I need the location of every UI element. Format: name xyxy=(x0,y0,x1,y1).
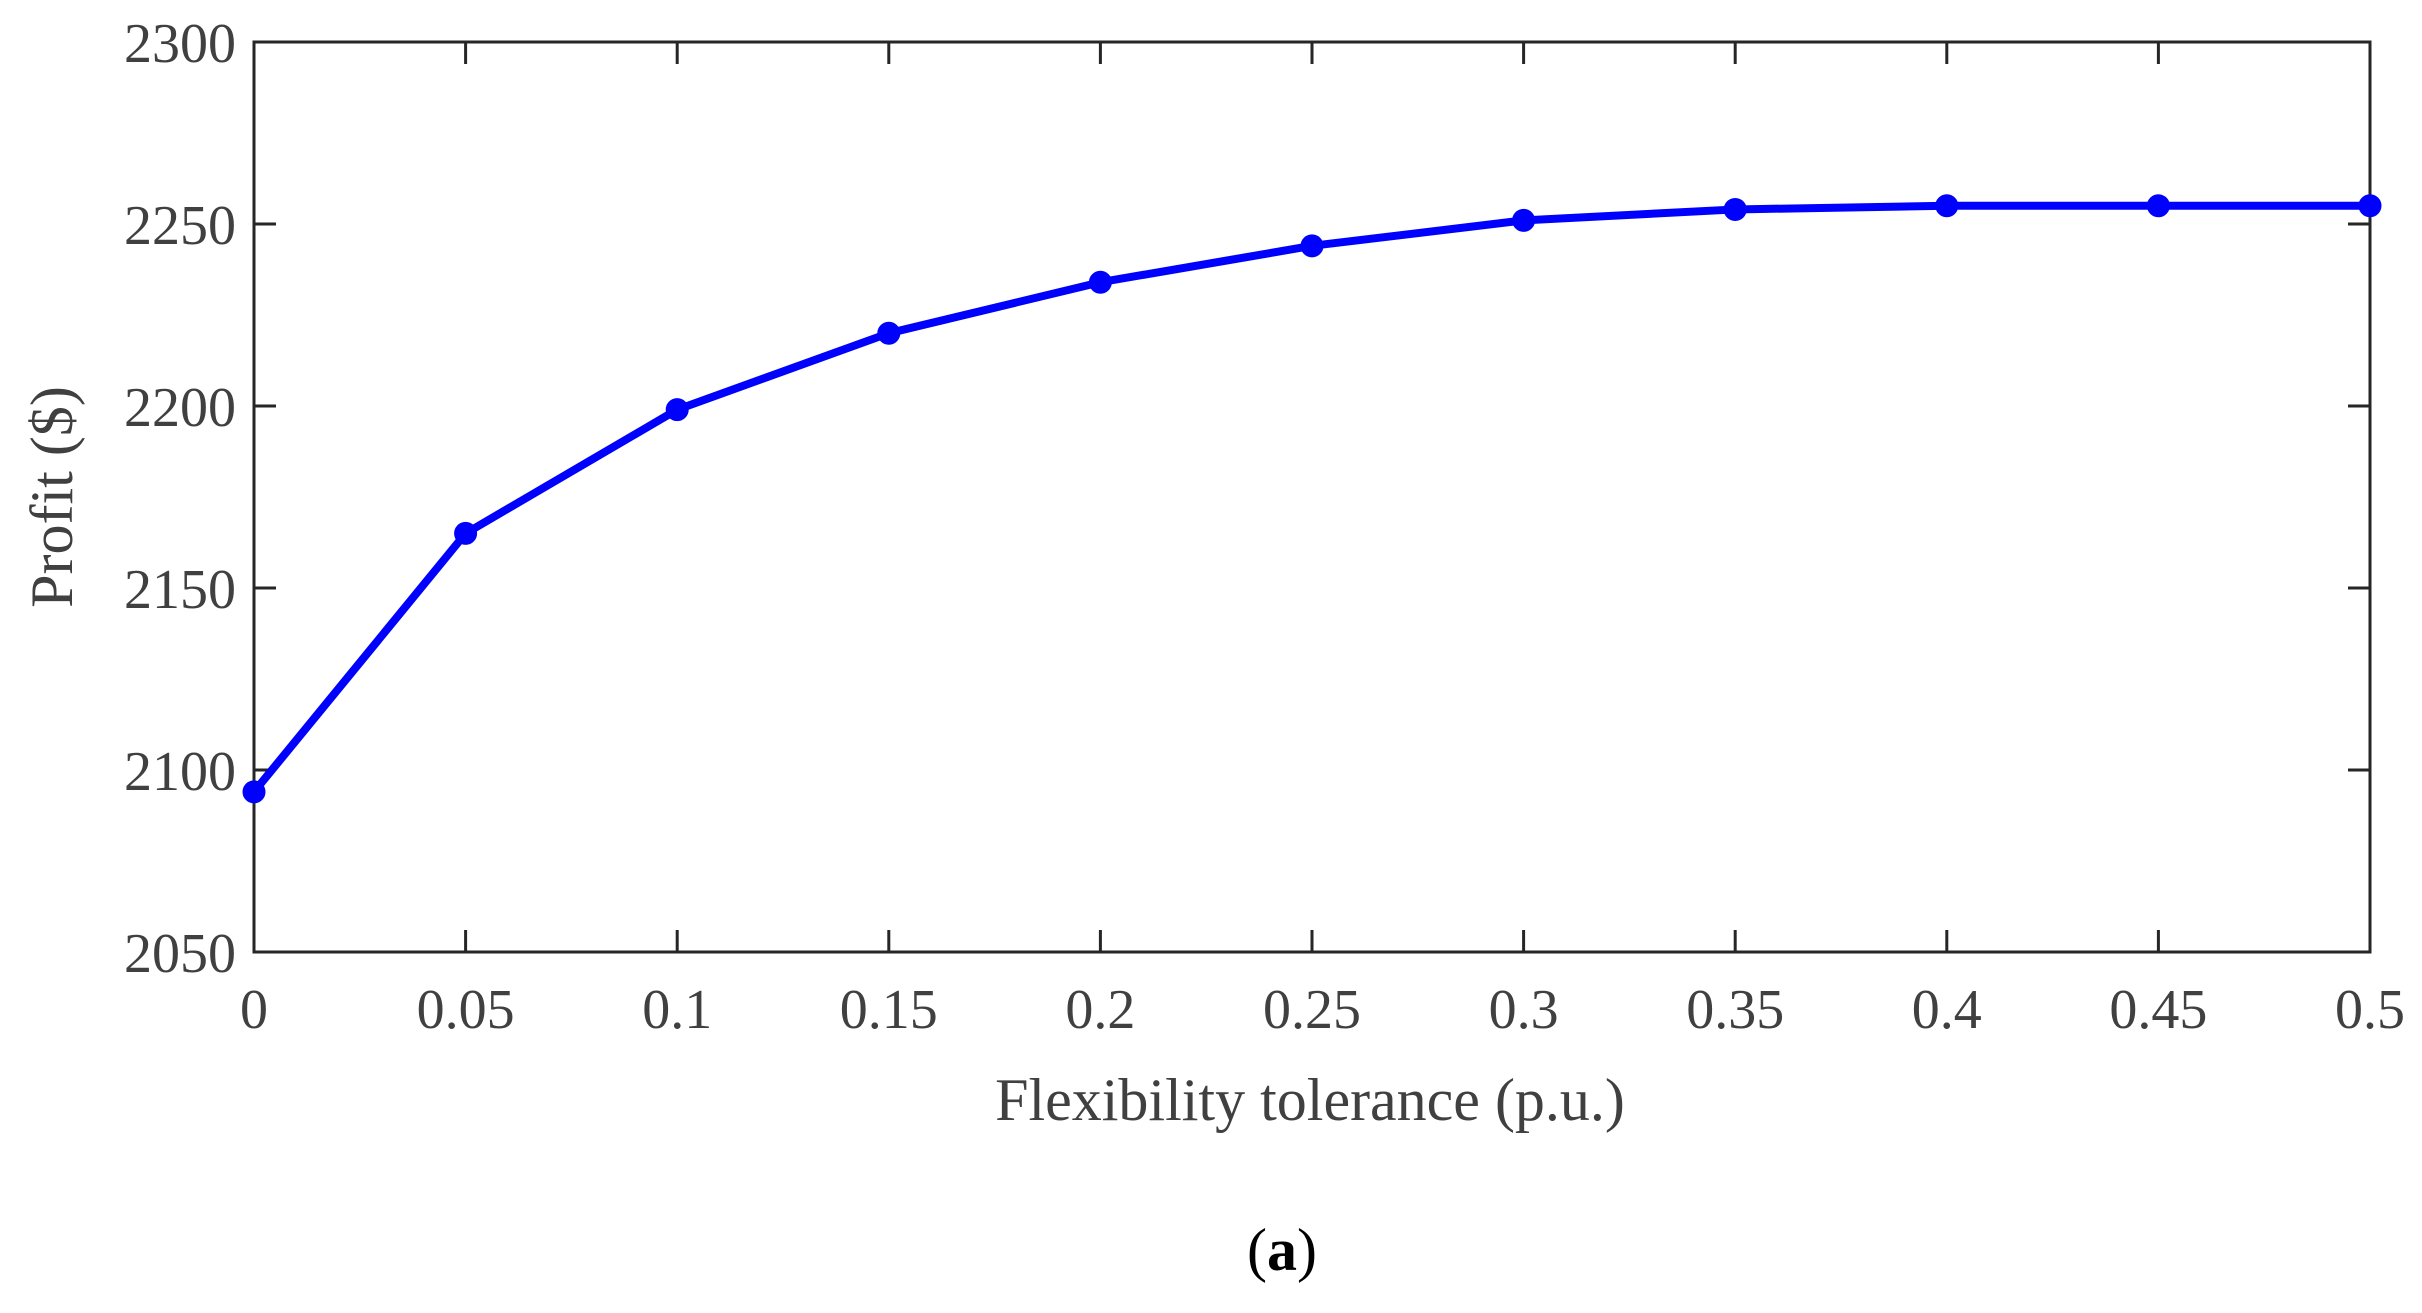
data-point xyxy=(454,521,478,545)
data-point xyxy=(2146,194,2170,218)
x-tick-label: 0.15 xyxy=(840,979,938,1041)
x-tick-label: 0.05 xyxy=(417,979,515,1041)
y-tick-label: 2100 xyxy=(124,741,236,803)
x-tick-label: 0.3 xyxy=(1489,979,1559,1041)
caption-letter: a xyxy=(1267,1217,1297,1283)
x-tick-label: 0 xyxy=(240,979,268,1041)
data-point xyxy=(2358,194,2382,218)
axes xyxy=(252,40,2372,954)
data-point xyxy=(1512,208,1536,232)
plot-frame xyxy=(252,40,2372,954)
y-tick-label: 2250 xyxy=(124,195,236,257)
x-tick-label: 0.35 xyxy=(1686,979,1784,1041)
series-profit xyxy=(242,194,2382,804)
x-tick-label: 0.5 xyxy=(2335,979,2405,1041)
data-point xyxy=(665,398,689,422)
y-tick-label: 2300 xyxy=(124,13,236,75)
x-tick-label: 0.45 xyxy=(2109,979,2207,1041)
data-point xyxy=(1300,234,1324,258)
figure-caption: (a) xyxy=(1247,1217,1317,1283)
x-axis-title: Flexibility tolerance (p.u.) xyxy=(995,1067,1625,1133)
y-tick-label: 2150 xyxy=(124,559,236,621)
data-point xyxy=(1723,197,1747,221)
y-axis-title: Profit ($) xyxy=(19,386,85,608)
x-tick-label: 0.4 xyxy=(1912,979,1982,1041)
x-tick-label: 0.1 xyxy=(642,979,712,1041)
caption-close-paren: ) xyxy=(1297,1217,1317,1283)
caption-open-paren: ( xyxy=(1247,1217,1267,1283)
x-tick-label: 0.2 xyxy=(1065,979,1135,1041)
data-point xyxy=(877,321,901,345)
data-point xyxy=(1088,270,1112,294)
data-point xyxy=(1935,194,1959,218)
data-point xyxy=(242,780,266,804)
x-axis-ticks: 0 0.05 0.1 0.15 0.2 0.25 0.3 0.35 0.4 0.45 0.5 xyxy=(240,42,2405,1041)
y-axis-ticks: 2050 2100 2150 2200 2250 2300 xyxy=(124,13,2370,985)
x-tick-label: 0.25 xyxy=(1263,979,1361,1041)
y-tick-label: 2200 xyxy=(124,377,236,439)
series-line xyxy=(250,201,2374,796)
y-tick-label: 2050 xyxy=(124,923,236,985)
